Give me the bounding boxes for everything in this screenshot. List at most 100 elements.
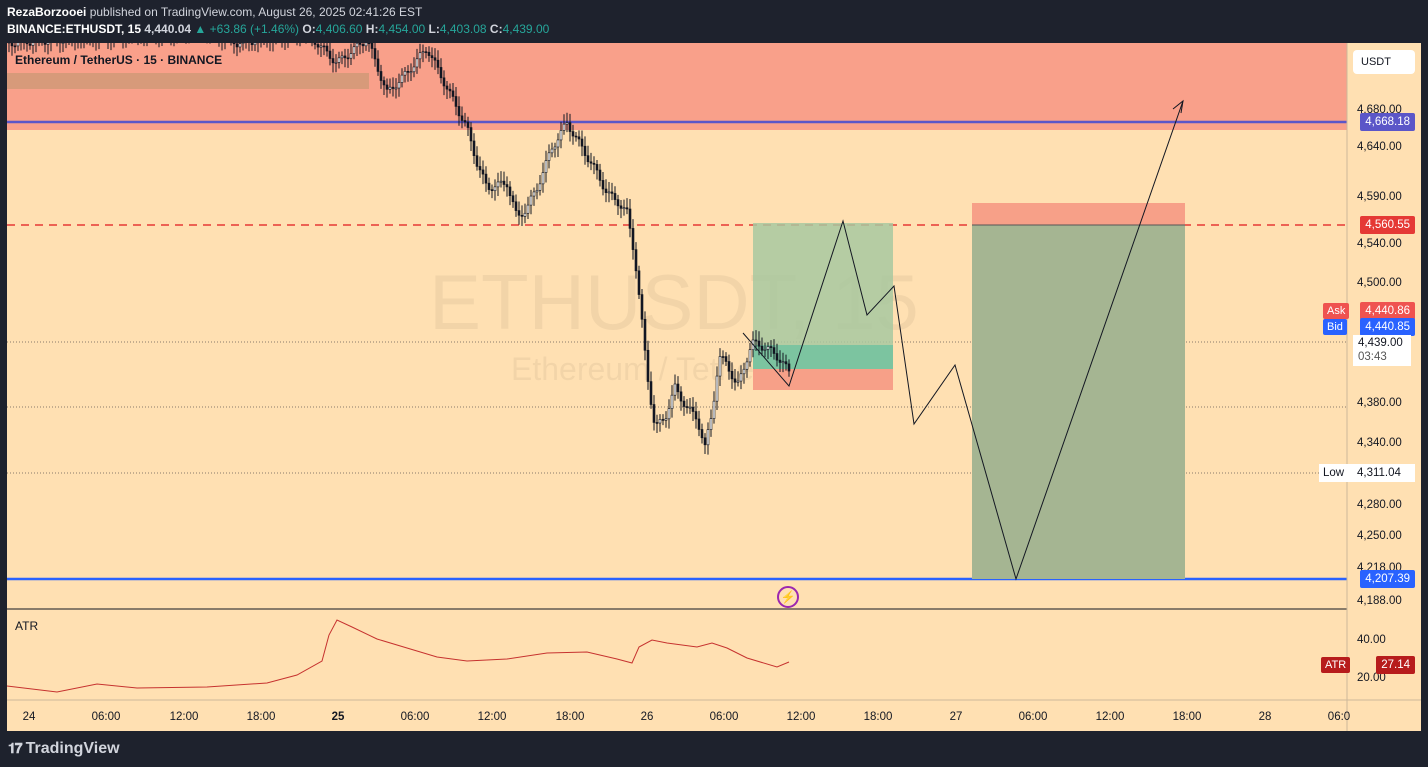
- low-tag: Low: [1323, 467, 1345, 479]
- symbol-title[interactable]: Ethereum / TetherUS · 15 · BINANCE: [15, 53, 223, 67]
- high-label: H:: [365, 22, 379, 36]
- candle-body: [772, 347, 776, 354]
- time-tick: 27: [950, 711, 963, 723]
- candle-body: [337, 57, 341, 63]
- candle-body: [46, 43, 50, 45]
- time-tick: 26: [641, 711, 654, 723]
- candle-body: [241, 43, 245, 44]
- candle-body: [559, 130, 563, 141]
- price-tick: 4,500.00: [1357, 277, 1402, 289]
- last-price-value: 4,439.00: [1358, 337, 1403, 349]
- short-target-zone[interactable]: [972, 225, 1185, 579]
- long-stop-zone[interactable]: [753, 369, 893, 390]
- candle-body: [445, 85, 449, 90]
- candle-body: [349, 53, 353, 59]
- candle-body: [250, 43, 254, 46]
- short-stop-zone[interactable]: [972, 203, 1185, 225]
- chart-pane[interactable]: ETHUSDT, 15 Ethereum / TetherUS: [7, 43, 1421, 731]
- price-change: ▲ +63.86 (+1.46%): [194, 22, 300, 36]
- candle-body: [532, 191, 536, 197]
- candle-body: [505, 184, 509, 188]
- price-candles[interactable]: [7, 43, 791, 455]
- candle-body: [583, 145, 587, 156]
- candle-body: [742, 368, 746, 375]
- time-tick: 18:00: [247, 711, 276, 723]
- candle-body: [679, 391, 683, 402]
- currency-button[interactable]: USDT: [1353, 50, 1415, 74]
- candle-body: [592, 162, 596, 165]
- candle-body: [784, 361, 788, 365]
- candle-body: [724, 356, 728, 362]
- candle-body: [370, 43, 374, 49]
- time-tick: 12:00: [478, 711, 507, 723]
- candle-body: [463, 120, 467, 123]
- time-tick: 06:0: [1328, 711, 1350, 723]
- candle-body: [727, 361, 731, 372]
- candle-body: [589, 161, 593, 164]
- candle-body: [541, 172, 545, 185]
- low-label: L:: [428, 22, 440, 36]
- candle-body: [730, 370, 734, 380]
- candle-body: [628, 208, 632, 229]
- candle-body: [712, 400, 716, 419]
- candle-body: [538, 183, 542, 191]
- candle-body: [403, 71, 407, 76]
- candle-body: [586, 155, 590, 163]
- lightning-icon[interactable]: ⚡: [777, 586, 799, 608]
- candle-body: [745, 361, 749, 370]
- candle-body: [322, 45, 326, 48]
- long-target-zone[interactable]: [753, 223, 893, 345]
- candle-body: [733, 378, 737, 383]
- candle-body: [781, 361, 785, 363]
- candle-body: [718, 356, 722, 377]
- projection-path[interactable]: [742, 100, 1184, 581]
- candle-body: [340, 55, 344, 59]
- candle-body: [493, 186, 497, 191]
- candle-body: [688, 406, 692, 409]
- supply-zone-inner[interactable]: [7, 73, 369, 89]
- tradingview-logo[interactable]: 𝟏𝟕 TradingView: [8, 740, 120, 758]
- time-tick: 12:00: [1096, 711, 1125, 723]
- symbol-ohlc: BINANCE:ETHUSDT, 15 4,440.04 ▲ +63.86 (+…: [7, 21, 1421, 38]
- candle-body: [721, 356, 725, 358]
- candle-body: [484, 173, 488, 184]
- candle-body: [571, 131, 575, 137]
- resistance-price-label[interactable]: 4,668.18: [1360, 113, 1415, 131]
- candle-body: [508, 186, 512, 197]
- candle-body: [667, 408, 671, 420]
- author-name[interactable]: RezaBorzooei: [7, 5, 87, 19]
- candle-body: [394, 87, 398, 90]
- time-tick: 12:00: [787, 711, 816, 723]
- candle-body: [253, 43, 257, 46]
- candle-body: [25, 43, 29, 45]
- time-tick: 18:00: [1173, 711, 1202, 723]
- high-value: 4,454.00: [378, 22, 426, 36]
- symbol-name[interactable]: BINANCE:ETHUSDT, 15: [7, 22, 142, 36]
- time-tick: 25: [332, 711, 345, 723]
- time-axis[interactable]: 24 06:00 12:00 18:00 25 06:00 12:00 18:0…: [23, 711, 1351, 723]
- chart-canvas[interactable]: ETHUSDT, 15 Ethereum / TetherUS: [7, 43, 1421, 731]
- candle-body: [514, 201, 518, 211]
- candle-body: [535, 190, 539, 193]
- candle-body: [655, 422, 659, 424]
- support-price-label[interactable]: 4,207.39: [1360, 570, 1415, 588]
- candle-body: [331, 58, 335, 64]
- last-price-box: 4,439.00 03:43: [1353, 335, 1411, 366]
- price-axis[interactable]: 4,680.00 4,640.00 4,590.00 4,540.00 4,50…: [1357, 104, 1402, 684]
- candle-body: [577, 136, 581, 140]
- candle-body: [418, 52, 422, 60]
- bid-tag: Bid: [1323, 319, 1347, 335]
- candle-body: [748, 349, 752, 363]
- low-value: 4,403.08: [439, 22, 487, 36]
- candle-body: [601, 180, 605, 190]
- candle-body: [523, 212, 527, 217]
- time-tick: 18:00: [556, 711, 585, 723]
- dashed-price-label[interactable]: 4,560.55: [1360, 216, 1415, 234]
- candle-body: [379, 71, 383, 81]
- candle-body: [763, 349, 767, 351]
- candle-body: [448, 88, 452, 92]
- candle-body: [376, 58, 380, 72]
- time-tick: 12:00: [170, 711, 199, 723]
- price-tick: 4,280.00: [1357, 499, 1402, 511]
- atr-title[interactable]: ATR: [15, 619, 39, 633]
